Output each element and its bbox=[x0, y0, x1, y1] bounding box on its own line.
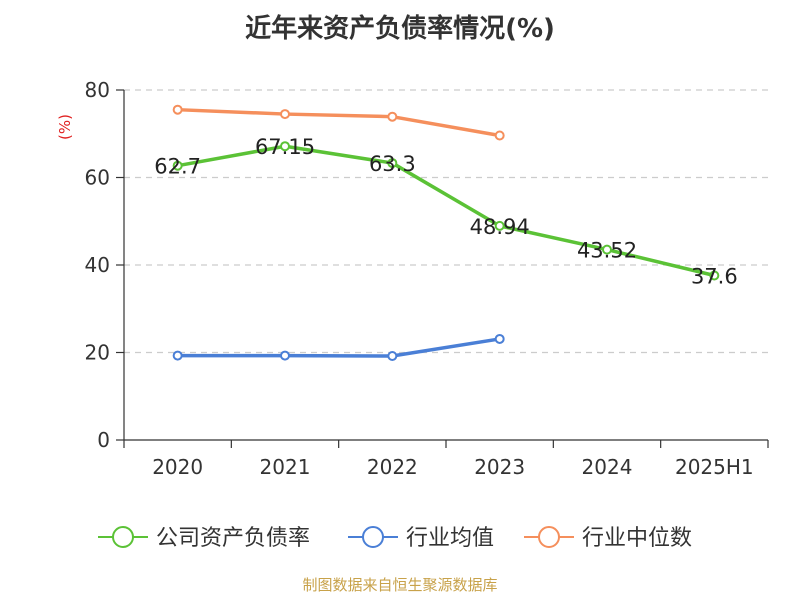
series-line-2 bbox=[175, 107, 502, 138]
legend-label: 行业中位数 bbox=[582, 526, 692, 551]
data-point bbox=[172, 350, 183, 361]
data-point bbox=[280, 109, 290, 120]
legend-swatch-marker bbox=[362, 526, 384, 548]
data-point bbox=[494, 130, 505, 141]
y-tick-label: 60 bbox=[85, 166, 110, 190]
data-label: 63.3 bbox=[369, 152, 416, 176]
data-point bbox=[280, 141, 290, 152]
y-tick-label: 20 bbox=[85, 341, 110, 365]
data-label: 43.52 bbox=[577, 239, 637, 263]
x-tick-label: 2020 bbox=[152, 455, 203, 479]
chart-title: 近年来资产负债率情况(%) bbox=[245, 14, 555, 44]
data-label: 67.15 bbox=[255, 135, 315, 159]
data-point bbox=[280, 350, 290, 361]
legend-swatch-marker bbox=[538, 526, 560, 548]
legend-label: 公司资产负债率 bbox=[156, 526, 310, 551]
data-point bbox=[494, 220, 505, 231]
y-tick-label: 0 bbox=[97, 428, 110, 452]
x-tick-label: 2021 bbox=[260, 455, 311, 479]
legend-swatch-marker bbox=[112, 526, 134, 548]
x-tick-label: 2024 bbox=[582, 455, 633, 479]
data-point bbox=[172, 160, 183, 171]
x-tick-label: 2023 bbox=[474, 455, 525, 479]
source-note: 制图数据来自恒生聚源数据库 bbox=[302, 576, 498, 594]
legend-label: 行业均值 bbox=[406, 526, 494, 551]
y-tick-label: 40 bbox=[85, 253, 110, 277]
y-tick-label: 80 bbox=[85, 78, 110, 102]
series-line-0 bbox=[175, 144, 717, 278]
data-point bbox=[602, 244, 612, 255]
data-point bbox=[709, 270, 720, 281]
data-point bbox=[387, 111, 398, 122]
data-point bbox=[172, 104, 183, 115]
series-line-1 bbox=[175, 337, 502, 358]
data-point bbox=[387, 351, 398, 361]
data-point bbox=[494, 333, 505, 344]
x-tick-label: 2025H1 bbox=[675, 455, 754, 479]
data-label: 62.7 bbox=[154, 155, 201, 179]
data-point bbox=[387, 158, 398, 169]
data-label: 48.94 bbox=[470, 215, 530, 239]
y-axis-label: (%) bbox=[56, 114, 74, 140]
x-tick-label: 2022 bbox=[367, 455, 418, 479]
data-label: 37.6 bbox=[691, 265, 738, 289]
